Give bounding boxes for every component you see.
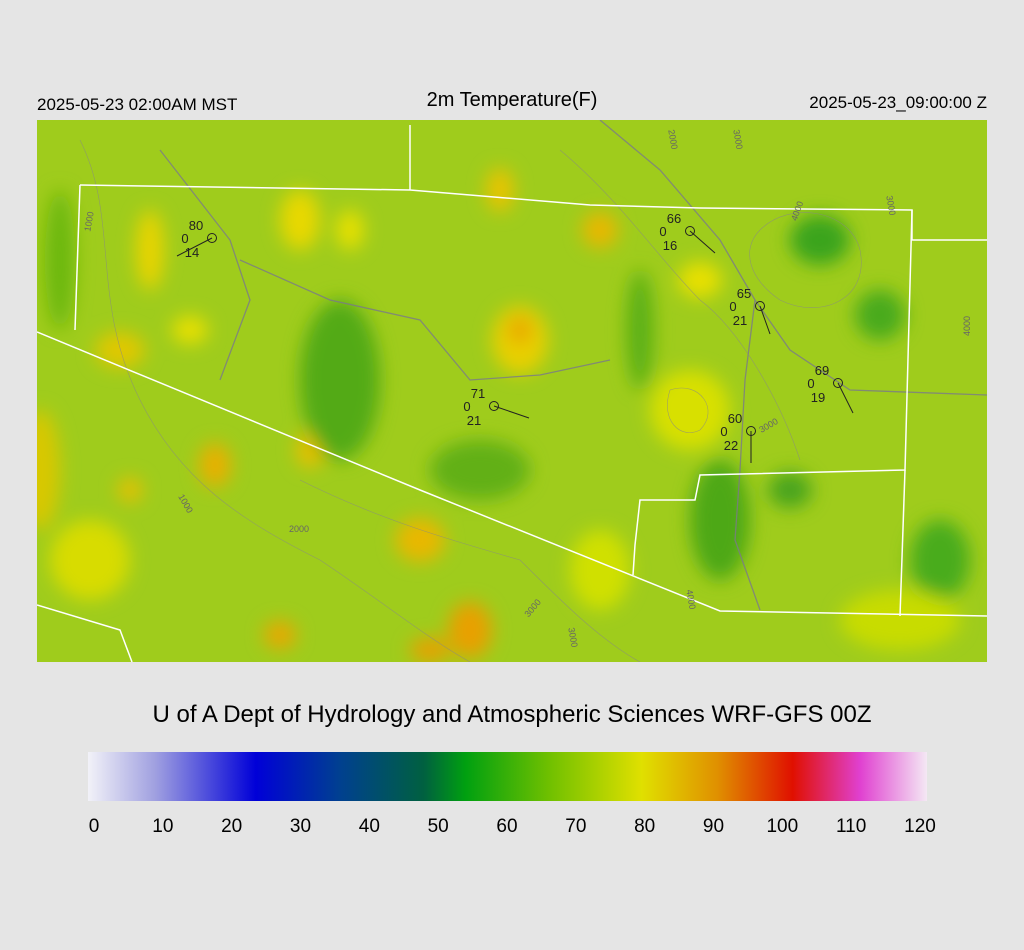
contour-label: 2000 — [289, 524, 309, 534]
colorbar-tick-label: 60 — [496, 816, 517, 837]
temperature-patch — [430, 440, 530, 500]
temperature-patch — [280, 190, 320, 250]
colorbar-tick-label: 20 — [221, 816, 242, 837]
temperature-patch — [172, 316, 208, 344]
colorbar-tick-label: 120 — [904, 816, 936, 837]
station-temperature: 66 — [667, 211, 681, 226]
temperature-patch — [410, 638, 450, 662]
temperature-patch — [855, 290, 905, 340]
station-dewpoint: 16 — [663, 238, 677, 253]
station-temperature: 65 — [737, 286, 751, 301]
temperature-patch — [840, 590, 960, 650]
colorbar — [88, 752, 927, 801]
temperature-patch — [486, 168, 514, 212]
temperature-patch — [45, 190, 75, 330]
station-dewpoint: 14 — [185, 245, 199, 260]
rivers — [159, 120, 987, 611]
map-background — [37, 120, 987, 662]
temperature-patch — [626, 270, 654, 390]
temperature-patch — [448, 602, 492, 658]
contour-label: 4000 — [962, 316, 972, 336]
contour-label: 3000 — [731, 129, 744, 150]
utc-time: 2025-05-23_09:00:00 Z — [809, 93, 987, 112]
temperature-patch — [910, 520, 970, 600]
station-temperature: 69 — [815, 363, 829, 378]
colorbar-tick-label: 30 — [290, 816, 311, 837]
station-dewpoint: 19 — [811, 390, 825, 405]
colorbar-tick-label: 10 — [152, 816, 173, 837]
wind-barb — [689, 230, 716, 254]
temperature-patch — [790, 215, 850, 265]
colorbar-tick-label: 100 — [766, 816, 798, 837]
colorbar-tick-label: 70 — [565, 816, 586, 837]
temperature-patch — [768, 472, 812, 508]
temperature-field — [37, 168, 970, 662]
wind-barb — [176, 237, 213, 257]
contour-label: 2000 — [666, 129, 679, 150]
temperature-patch — [95, 332, 145, 368]
temperature-patch — [37, 410, 60, 530]
station-dewpoint: 21 — [467, 413, 481, 428]
station-pressure: 0 — [807, 376, 814, 391]
station-marker — [833, 378, 843, 388]
station-pressure: 0 — [720, 424, 727, 439]
temperature-patch — [395, 518, 445, 562]
temperature-patch — [336, 210, 364, 250]
station-pressure: 0 — [181, 231, 188, 246]
local-time: 2025-05-23 02:00AM MST — [37, 95, 237, 114]
boundaries — [37, 125, 987, 662]
wind-barb — [493, 405, 530, 419]
temperature-patch — [50, 520, 130, 600]
station-temperature: 60 — [728, 411, 742, 426]
station-pressure: 0 — [463, 399, 470, 414]
contours — [79, 139, 862, 662]
station-pressure: 0 — [729, 299, 736, 314]
temperature-patch — [118, 478, 142, 502]
station-marker — [755, 301, 765, 311]
contour-label: 3000 — [566, 627, 579, 648]
station-pressure: 0 — [659, 224, 666, 239]
temperature-patch — [582, 212, 618, 248]
contour-label: 4000 — [684, 589, 697, 610]
colorbar-tick-label: 80 — [634, 816, 655, 837]
wind-barb — [837, 382, 854, 414]
colorbar-tick-label: 90 — [703, 816, 724, 837]
colorbar-tick-label: 0 — [89, 816, 100, 837]
temperature-patch — [650, 370, 730, 450]
temperature-patch — [570, 530, 630, 610]
station-temperature: 71 — [471, 386, 485, 401]
temperature-patch — [300, 300, 380, 460]
map-title: 2m Temperature(F) — [427, 89, 598, 111]
credit: U of A Dept of Hydrology and Atmospheric… — [153, 701, 872, 728]
contour-label: 1000 — [82, 211, 95, 232]
station-dewpoint: 21 — [733, 313, 747, 328]
temperature-patch — [678, 262, 722, 298]
colorbar-tick-label: 50 — [428, 816, 449, 837]
wind-barb — [759, 305, 771, 335]
station-marker — [207, 233, 217, 243]
temperature-patch — [690, 460, 750, 580]
colorbar-tick-label: 110 — [836, 816, 866, 837]
temperature-patch — [199, 443, 231, 487]
temperature-patch — [136, 210, 164, 290]
temperature-patch — [264, 621, 296, 649]
station-temperature: 80 — [189, 218, 203, 233]
station-marker — [489, 401, 499, 411]
colorbar-tick-label: 40 — [359, 816, 380, 837]
station-marker — [685, 226, 695, 236]
station-dewpoint: 22 — [724, 438, 738, 453]
temperature-patch — [508, 316, 532, 344]
contour-label: 3000 — [884, 195, 897, 216]
